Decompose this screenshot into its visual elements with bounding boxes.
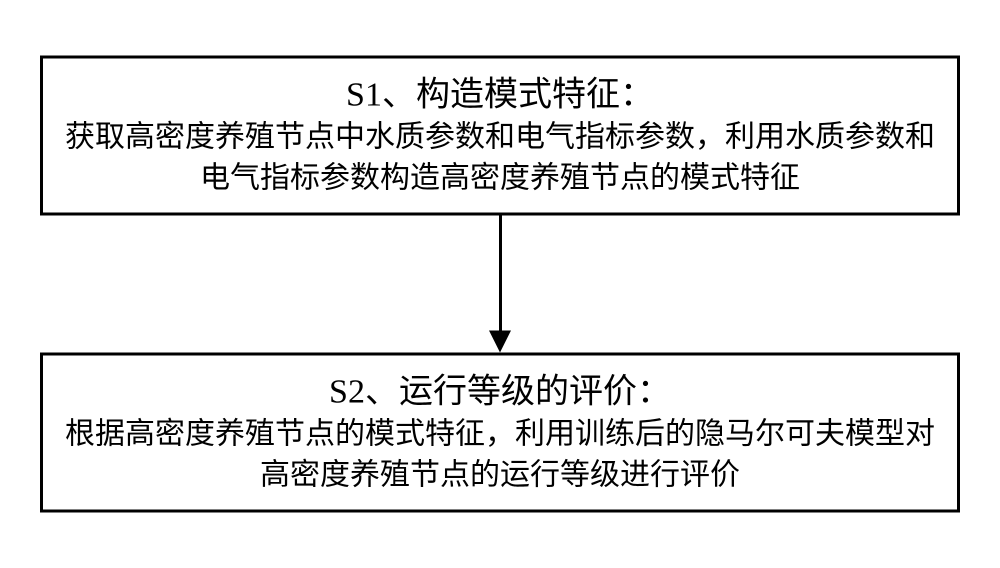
- arrow-head-down-icon: [489, 331, 511, 353]
- arrow-s1-s2: [489, 216, 511, 353]
- flowchart: S1、构造模式特征： 获取高密度养殖节点中水质参数和电气指标参数，利用水质参数和…: [40, 56, 960, 513]
- node-s1: S1、构造模式特征： 获取高密度养殖节点中水质参数和电气指标参数，利用水质参数和…: [40, 56, 960, 216]
- node-s2: S2、运行等级的评价： 根据高密度养殖节点的模式特征，利用训练后的隐马尔可夫模型…: [40, 353, 960, 513]
- node-s2-body-line2: 高密度养殖节点的运行等级进行评价: [260, 455, 740, 496]
- node-s1-body-line2: 电气指标参数构造高密度养殖节点的模式特征: [200, 158, 800, 199]
- arrow-line: [499, 216, 502, 331]
- node-s1-title: S1、构造模式特征：: [346, 72, 654, 118]
- node-s2-title: S2、运行等级的评价：: [329, 369, 671, 415]
- node-s1-body-line1: 获取高密度养殖节点中水质参数和电气指标参数，利用水质参数和: [65, 118, 935, 159]
- node-s2-body-line1: 根据高密度养殖节点的模式特征，利用训练后的隐马尔可夫模型对: [65, 415, 935, 456]
